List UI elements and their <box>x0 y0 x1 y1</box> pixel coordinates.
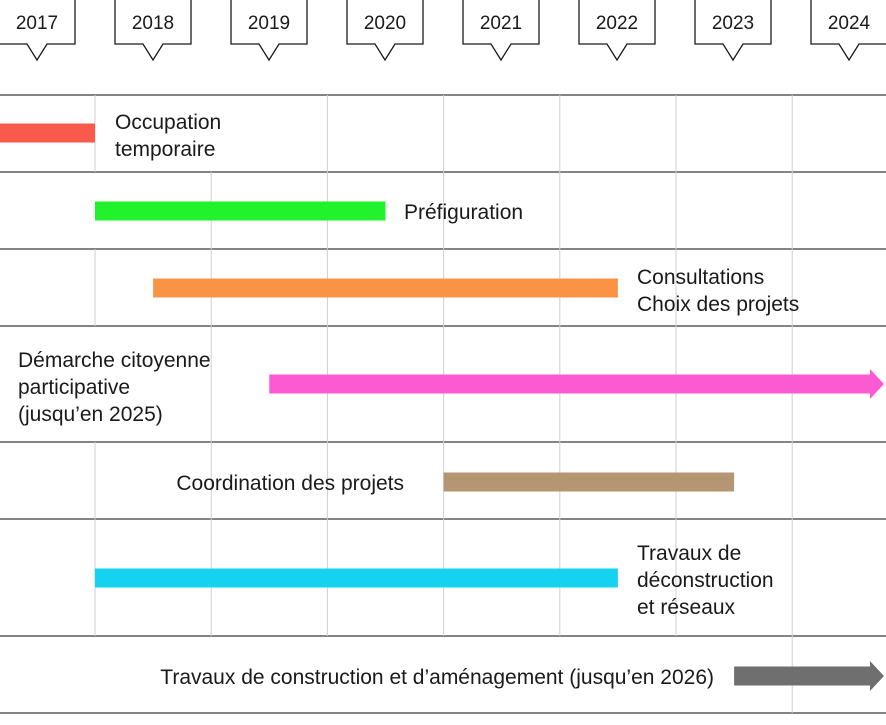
year-callout: 2024 <box>810 0 886 62</box>
year-header: 2017 2018 2019 2020 2021 2022 2023 2024 <box>0 0 886 62</box>
task-label-line: Choix des projets <box>637 293 799 316</box>
task-label-line: Consultations <box>637 266 764 289</box>
grid-layer <box>0 94 886 714</box>
year-tick-label: 2018 <box>132 13 174 34</box>
year-callout-box <box>114 0 192 62</box>
year-callout: 2017 <box>0 0 76 62</box>
task-label: Travaux de déconstruction et réseaux <box>637 542 774 619</box>
year-callout-box <box>810 0 886 62</box>
timeline-bar <box>443 472 735 492</box>
task-label-line: Travaux de <box>637 542 741 565</box>
bars-layer <box>0 123 884 691</box>
timeline-bar <box>95 201 386 221</box>
timeline-bar-arrow <box>734 661 884 691</box>
year-tick-label: 2019 <box>248 13 290 34</box>
year-callout: 2022 <box>578 0 656 62</box>
task-label-line: Démarche citoyenne <box>18 349 211 372</box>
year-callout-box <box>694 0 772 62</box>
year-callout: 2019 <box>230 0 308 62</box>
timeline-bar <box>95 568 618 588</box>
year-tick-label: 2020 <box>364 13 406 34</box>
year-callout-box <box>462 0 540 62</box>
year-callout: 2020 <box>346 0 424 62</box>
task-label-line: participative <box>18 376 130 399</box>
year-callout-box <box>346 0 424 62</box>
task-label-line: (jusqu’en 2025) <box>18 403 163 426</box>
year-tick-label: 2023 <box>712 13 754 34</box>
year-callout-box <box>0 0 76 62</box>
year-tick-label: 2017 <box>16 13 58 34</box>
task-label: Démarche citoyenne participative (jusqu’en… <box>18 349 211 426</box>
task-label-line: Coordination des projets <box>176 472 404 495</box>
timeline-bar <box>153 278 618 298</box>
year-callout: 2018 <box>114 0 192 62</box>
task-label: Préfiguration <box>404 201 523 224</box>
task-label: Consultations Choix des projets <box>637 266 799 316</box>
task-label: Occupation temporaire <box>115 111 221 161</box>
task-label-line: Occupation <box>115 111 221 134</box>
year-tick-label: 2022 <box>596 13 638 34</box>
labels-layer: Occupation temporaire Préfiguration Consult… <box>18 111 799 689</box>
timeline-bar <box>0 123 95 143</box>
task-label: Coordination des projets <box>176 472 404 495</box>
year-callout-box <box>578 0 656 62</box>
year-callout-box <box>230 0 308 62</box>
year-tick-label: 2021 <box>480 13 522 34</box>
year-callout: 2021 <box>462 0 540 62</box>
timeline-bar-arrow <box>269 369 884 399</box>
year-callout: 2023 <box>694 0 772 62</box>
task-label-line: Préfiguration <box>404 201 523 224</box>
task-label-line: et réseaux <box>637 596 736 619</box>
task-label-line: déconstruction <box>637 569 774 592</box>
task-label: Travaux de construction et d’aménagement… <box>160 666 714 689</box>
task-label-line: Travaux de construction et d’aménagement… <box>160 666 714 689</box>
task-label-line: temporaire <box>115 138 215 161</box>
year-tick-label: 2024 <box>828 13 871 34</box>
